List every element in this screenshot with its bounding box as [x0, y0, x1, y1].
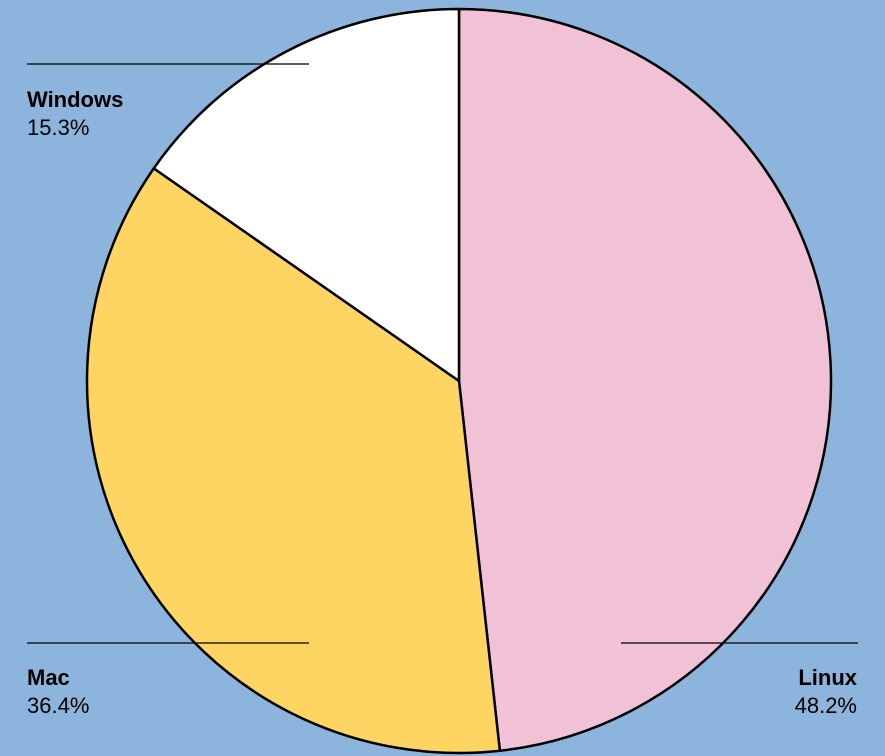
slice-label-linux: Linux 48.2% — [795, 664, 857, 719]
slice-label-windows: Windows 15.3% — [27, 86, 123, 141]
pie-slices — [85, 7, 833, 755]
label-leader-lines — [27, 63, 858, 644]
pie-slice-mac — [85, 167, 502, 755]
slice-name-mac: Mac — [27, 665, 70, 690]
pie-slice-linux — [457, 7, 833, 752]
slice-name-linux: Linux — [798, 665, 857, 690]
slice-name-windows: Windows — [27, 87, 124, 112]
slice-percent-linux: 48.2% — [794, 692, 857, 718]
slice-label-mac: Mac 36.4% — [27, 664, 89, 719]
pie-slice-windows — [152, 7, 461, 383]
slice-percent-mac: 36.4% — [27, 692, 90, 718]
slice-percent-windows: 15.3% — [27, 114, 90, 140]
